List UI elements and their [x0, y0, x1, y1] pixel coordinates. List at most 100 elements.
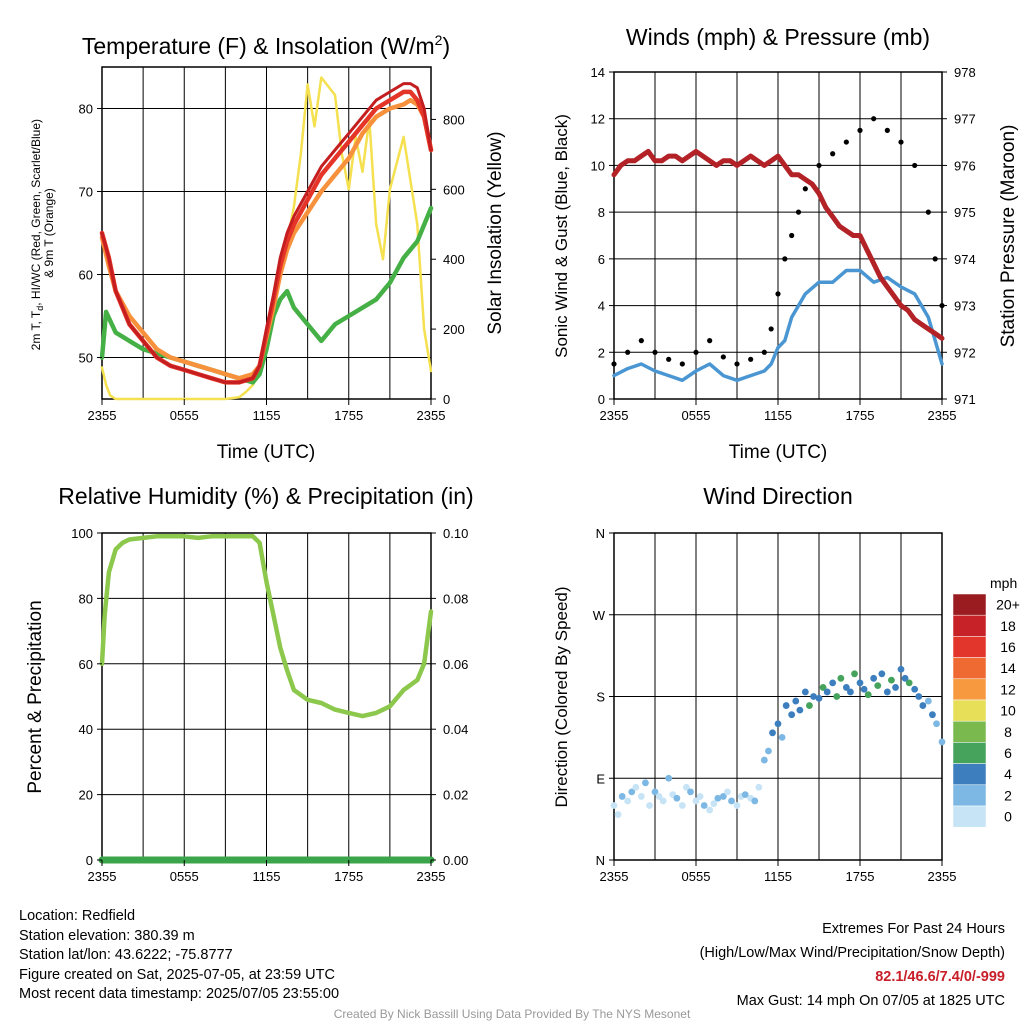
direction-point: [905, 679, 913, 687]
y2-tick-label: 0.02: [443, 788, 468, 803]
legend-label: 20+: [996, 597, 1020, 613]
direction-point: [911, 685, 919, 693]
direction-point: [774, 720, 782, 728]
y-tick-label: S: [596, 690, 605, 705]
x-tick-label: 2355: [928, 869, 957, 884]
y2-tick-label: 978: [954, 65, 976, 80]
direction-point: [719, 793, 727, 800]
legend-swatch: [952, 805, 987, 828]
gust-point: [912, 162, 918, 169]
recent-timestamp: Most recent data timestamp: 2025/07/05 2…: [19, 986, 340, 1003]
y2-tick-label: 974: [954, 252, 976, 267]
direction-point: [618, 793, 626, 800]
winds-xlabel: Time (UTC): [729, 442, 828, 463]
legend-label: 4: [1004, 766, 1012, 782]
direction-point: [874, 682, 882, 689]
extremes-subtitle: (High/Low/Max Wind/Precipitation/Snow De…: [699, 945, 1005, 961]
direction-point: [706, 806, 714, 814]
legend-swatch: [952, 678, 987, 701]
wind-speed-line: [612, 268, 944, 383]
x-tick-label: 1755: [334, 869, 363, 884]
direction-point: [819, 684, 827, 691]
y2-tick-label: 977: [954, 112, 976, 127]
figure-created: Figure created on Sat, 2025-07-05, at 23…: [19, 966, 335, 983]
gust-point: [795, 209, 802, 215]
direction-point: [687, 788, 694, 796]
x-tick-label: 2355: [928, 408, 957, 423]
direction-point: [714, 794, 722, 802]
direction-point: [815, 694, 823, 702]
direction-point: [801, 688, 809, 696]
y2-tick-label: 972: [954, 345, 976, 360]
direction-point: [724, 788, 731, 796]
direction-point: [624, 797, 632, 805]
direction-point: [851, 670, 858, 678]
gust-point: [925, 209, 931, 215]
direction-point: [765, 747, 772, 755]
direction-point: [683, 783, 690, 791]
y2-tick-label: 975: [954, 205, 976, 220]
temperature-y2label: Solar Insolation (Yellow): [485, 131, 506, 334]
legend-label: 12: [1000, 681, 1016, 697]
direction-point: [651, 788, 659, 796]
y2-tick-label: 0.10: [443, 526, 468, 541]
y2-tick-label: 600: [443, 182, 465, 197]
direction-point: [929, 711, 936, 719]
humidity-panel: Relative Humidity (%) & Precipitation (i…: [25, 483, 474, 884]
legend-swatch: [952, 763, 987, 786]
y-tick-label: 50: [79, 351, 93, 366]
temperature-xlabel: Time (UTC): [217, 442, 316, 463]
legend-label: 6: [1004, 745, 1012, 761]
gust-point: [611, 361, 617, 367]
direction-point: [796, 706, 804, 714]
gust-point: [884, 127, 890, 133]
x-tick-label: 1155: [253, 869, 281, 884]
y-tick-label: 100: [71, 526, 93, 541]
gust-point: [932, 256, 938, 262]
legend-label: 14: [1000, 660, 1016, 676]
y2-tick-label: 200: [443, 322, 465, 337]
x-tick-label: 2355: [600, 408, 629, 423]
y-tick-label: 40: [79, 722, 93, 737]
direction-point: [710, 800, 718, 808]
y-tick-label: W: [593, 608, 606, 623]
station-latlon: Station lat/lon: 43.6222; -75.8777: [19, 947, 233, 964]
gust-point: [707, 338, 713, 344]
legend-swatch: [952, 593, 987, 616]
direction-point: [938, 738, 946, 746]
x-tick-label: 0555: [682, 408, 711, 423]
direction-point: [733, 802, 741, 809]
winds-ylabel: Sonic Wind & Gust (Blue, Black): [552, 114, 571, 358]
direction-point: [842, 684, 850, 691]
direction-point: [933, 720, 940, 728]
winds-title: Winds (mph) & Pressure (mb): [626, 24, 930, 50]
gust-point: [857, 127, 863, 133]
x-tick-label: 2355: [88, 869, 117, 884]
y-tick-label: 10: [591, 158, 605, 173]
wind-direction-panel: Wind Direction 2355 0555 1155 1755 2355NESWN…: [552, 483, 1020, 884]
x-tick-label: 1155: [253, 408, 281, 423]
winds-panel: Winds (mph) & Pressure (mb) 2355 0555 1155…: [552, 24, 1019, 463]
legend-label: 10: [1000, 703, 1016, 719]
gust-point: [871, 116, 877, 122]
direction-point: [829, 679, 837, 687]
humidity-line: [99, 534, 434, 719]
direction-point: [919, 702, 927, 709]
gust-point: [720, 354, 726, 360]
y-tick-label: 80: [79, 591, 93, 606]
legend-swatch: [952, 784, 987, 807]
direction-point: [760, 756, 768, 764]
direction-point: [806, 702, 813, 709]
x-tick-label: 1755: [334, 408, 363, 423]
gust-point: [898, 139, 904, 145]
direction-point: [614, 811, 622, 818]
x-tick-label: 1755: [846, 408, 875, 423]
legend-label: 8: [1004, 724, 1012, 740]
heat-index-line: [100, 82, 433, 384]
direction-point: [673, 794, 681, 802]
legend-label: 2: [1004, 787, 1012, 803]
direction-point: [769, 729, 776, 737]
max-gust: Max Gust: 14 mph On 07/05 at 1825 UTC: [736, 993, 1005, 1009]
direction-point: [810, 693, 817, 700]
y-tick-label: 4: [598, 299, 605, 314]
